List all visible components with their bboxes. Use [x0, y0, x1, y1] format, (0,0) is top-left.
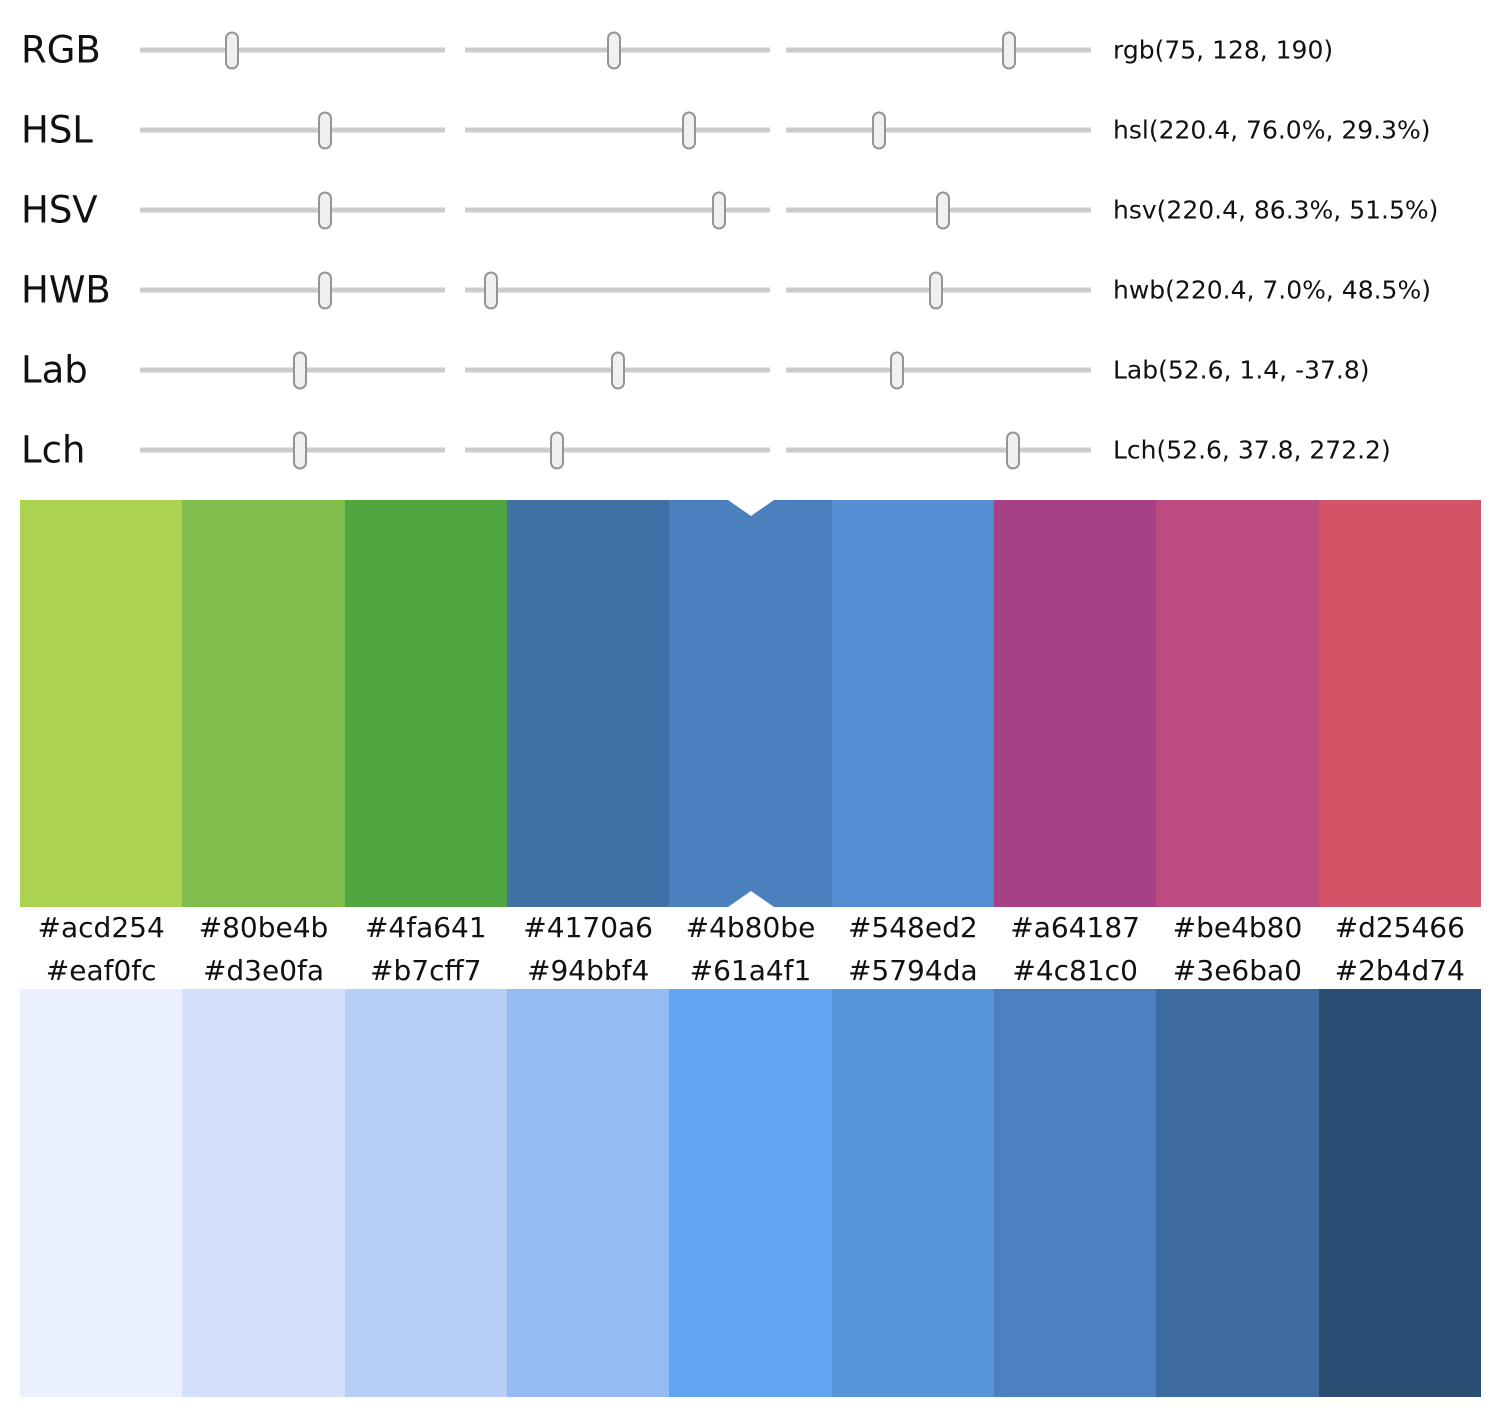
hue-hex-label-4fa641: #4fa641 — [364, 910, 487, 944]
lch-value-text: Lch(52.6, 37.8, 272.2) — [1113, 435, 1391, 465]
hsv-row-label: HSV — [21, 188, 98, 232]
lab-slider-thumb-1[interactable] — [293, 351, 308, 389]
lab-value-text: Lab(52.6, 1.4, -37.8) — [1113, 355, 1370, 385]
rgb-slider-thumb-2[interactable] — [607, 31, 622, 69]
tint-shade-palette-hex-labels: #eaf0fc #d3e0fa #b7cff7 #94bbf4 #61a4f1 #5794… — [20, 951, 1481, 989]
slider-row-lch: Lch Lch(52.6, 37.8, 272.2) — [0, 410, 1501, 490]
hwb-slider-thumb-3[interactable] — [929, 271, 944, 309]
lch-slider-thumb-3[interactable] — [1005, 431, 1020, 469]
hue-swatch-80be4b[interactable] — [182, 500, 345, 907]
hsl-value-text: hsl(220.4, 76.0%, 29.3%) — [1113, 115, 1431, 145]
tint-shade-swatch-b7cff7[interactable] — [344, 989, 507, 1397]
hue-swatch-acd254[interactable] — [20, 500, 183, 907]
hue-hex-label-acd254: #acd254 — [37, 910, 165, 944]
hsv-slider-thumb-3[interactable] — [936, 191, 951, 229]
lch-slider-thumb-2[interactable] — [550, 431, 565, 469]
slider-row-hsl: HSL hsl(220.4, 76.0%, 29.3%) — [0, 90, 1501, 170]
tint-shade-hex-label-4c81c0: #4c81c0 — [1012, 953, 1138, 987]
tint-shade-swatch-61a4f1[interactable] — [669, 989, 832, 1397]
lch-row-label: Lch — [21, 428, 86, 472]
hsv-slider-thumb-2[interactable] — [712, 191, 727, 229]
hwb-row-label: HWB — [21, 268, 111, 312]
tint-shade-hex-label-d3e0fa: #d3e0fa — [202, 953, 325, 987]
tint-shade-palette — [20, 989, 1481, 1397]
hue-hex-label-80be4b: #80be4b — [198, 910, 329, 944]
rgb-slider-track-2[interactable] — [465, 31, 770, 69]
tint-shade-hex-label-2b4d74: #2b4d74 — [1334, 953, 1465, 987]
rgb-slider-track-1[interactable] — [140, 31, 445, 69]
hue-hex-label-4170a6: #4170a6 — [523, 910, 653, 944]
hue-swatch-be4b80[interactable] — [1156, 500, 1319, 907]
lch-slider-track-3[interactable] — [786, 431, 1091, 469]
hue-swatch-4170a6[interactable] — [506, 500, 670, 907]
tint-shade-swatch-eaf0fc[interactable] — [20, 989, 183, 1397]
slider-row-hwb: HWB hwb(220.4, 7.0%, 48.5%) — [0, 250, 1501, 330]
hsv-slider-track-1[interactable] — [140, 191, 445, 229]
hwb-slider-track-1[interactable] — [140, 271, 445, 309]
hwb-slider-thumb-2[interactable] — [483, 271, 498, 309]
hsv-slider-track-3[interactable] — [786, 191, 1091, 229]
tint-shade-swatch-4c81c0[interactable] — [993, 989, 1157, 1397]
lch-slider-thumb-1[interactable] — [293, 431, 308, 469]
hwb-slider-track-3[interactable] — [786, 271, 1091, 309]
hue-hex-label-be4b80: #be4b80 — [1172, 910, 1303, 944]
hue-swatch-4fa641[interactable] — [344, 500, 507, 907]
lch-slider-track-1[interactable] — [140, 431, 445, 469]
hwb-slider-track-2[interactable] — [465, 271, 770, 309]
slider-section: RGB rgb(75, 128, 190) HSL hsl(220.4, 76.0%,… — [0, 10, 1501, 490]
hue-hex-label-4b80be: #4b80be — [685, 910, 816, 944]
hsl-slider-thumb-1[interactable] — [318, 111, 333, 149]
tint-shade-hex-label-eaf0fc: #eaf0fc — [45, 953, 157, 987]
hsv-value-text: hsv(220.4, 86.3%, 51.5%) — [1113, 195, 1439, 225]
hsv-slider-thumb-1[interactable] — [318, 191, 333, 229]
rgb-slider-thumb-1[interactable] — [224, 31, 239, 69]
hsv-slider-track-2[interactable] — [465, 191, 770, 229]
lab-slider-track-2[interactable] — [465, 351, 770, 389]
tint-shade-swatch-d3e0fa[interactable] — [182, 989, 345, 1397]
tint-shade-hex-label-3e6ba0: #3e6ba0 — [1172, 953, 1302, 987]
hue-swatch-a64187[interactable] — [993, 500, 1157, 907]
lab-slider-thumb-2[interactable] — [611, 351, 626, 389]
hue-palette — [20, 500, 1481, 907]
lab-row-label: Lab — [21, 348, 88, 392]
hue-palette-hex-labels: #acd254 #80be4b #4fa641 #4170a6 #4b80be #548e… — [20, 907, 1481, 947]
hue-swatch-d25466[interactable] — [1318, 500, 1481, 907]
tint-shade-hex-label-94bbf4: #94bbf4 — [526, 953, 650, 987]
lch-slider-track-2[interactable] — [465, 431, 770, 469]
slider-row-hsv: HSV hsv(220.4, 86.3%, 51.5%) — [0, 170, 1501, 250]
hsl-slider-thumb-2[interactable] — [681, 111, 696, 149]
slider-row-rgb: RGB rgb(75, 128, 190) — [0, 10, 1501, 90]
tint-shade-swatch-2b4d74[interactable] — [1318, 989, 1481, 1397]
hue-hex-label-a64187: #a64187 — [1010, 910, 1140, 944]
tint-shade-hex-label-5794da: #5794da — [847, 953, 978, 987]
hwb-value-text: hwb(220.4, 7.0%, 48.5%) — [1113, 275, 1431, 305]
hsl-slider-track-2[interactable] — [465, 111, 770, 149]
lab-slider-track-1[interactable] — [140, 351, 445, 389]
tint-shade-swatch-3e6ba0[interactable] — [1156, 989, 1319, 1397]
hsl-slider-track-3[interactable] — [786, 111, 1091, 149]
lab-slider-track-3[interactable] — [786, 351, 1091, 389]
tint-shade-hex-label-b7cff7: #b7cff7 — [370, 953, 482, 987]
hsl-slider-track-1[interactable] — [140, 111, 445, 149]
hsl-row-label: HSL — [21, 108, 93, 152]
hue-hex-label-548ed2: #548ed2 — [847, 910, 978, 944]
rgb-slider-thumb-3[interactable] — [1001, 31, 1016, 69]
slider-row-lab: Lab Lab(52.6, 1.4, -37.8) — [0, 330, 1501, 410]
lab-slider-thumb-3[interactable] — [890, 351, 905, 389]
hue-swatch-548ed2[interactable] — [831, 500, 994, 907]
hwb-slider-thumb-1[interactable] — [318, 271, 333, 309]
hue-hex-label-d25466: #d25466 — [1334, 910, 1465, 944]
tint-shade-swatch-94bbf4[interactable] — [506, 989, 670, 1397]
hue-swatch-4b80be[interactable] — [669, 500, 832, 907]
rgb-value-text: rgb(75, 128, 190) — [1113, 35, 1334, 65]
tint-shade-swatch-5794da[interactable] — [831, 989, 994, 1397]
tint-shade-hex-label-61a4f1: #61a4f1 — [689, 953, 812, 987]
rgb-slider-track-3[interactable] — [786, 31, 1091, 69]
rgb-row-label: RGB — [21, 28, 101, 72]
hsl-slider-thumb-3[interactable] — [872, 111, 887, 149]
